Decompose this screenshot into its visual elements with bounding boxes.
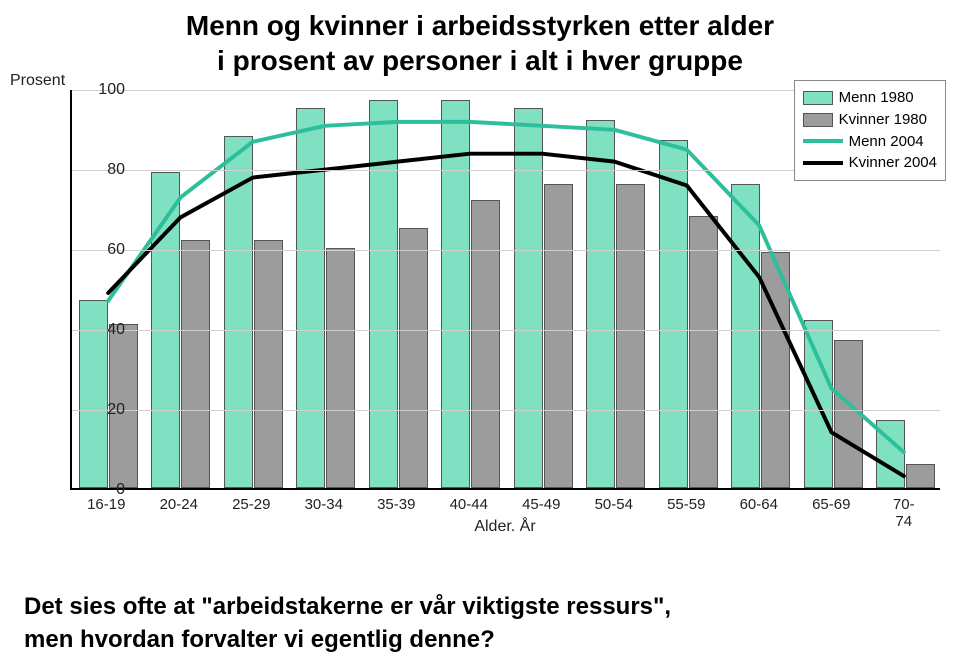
legend-line xyxy=(803,161,843,165)
footer-line-1: Det sies ofte at "arbeidstakerne er vår … xyxy=(24,591,960,623)
gridline xyxy=(72,330,940,331)
x-axis-label: Alder. År xyxy=(474,518,535,536)
chart-title: Menn og kvinner i arbeidsstyrken etter a… xyxy=(0,0,960,78)
footer-text: Det sies ofte at "arbeidstakerne er vår … xyxy=(0,591,960,656)
gridline xyxy=(72,410,940,411)
y-tick-label: 60 xyxy=(107,241,125,259)
y-tick-label: 40 xyxy=(107,321,125,339)
legend-label: Menn 2004 xyxy=(849,131,924,153)
legend-label: Kvinner 1980 xyxy=(839,109,927,131)
y-tick-label: 100 xyxy=(98,81,125,99)
y-axis-label: Prosent xyxy=(10,72,65,90)
legend-swatch xyxy=(803,91,833,105)
title-line-1: Menn og kvinner i arbeidsstyrken etter a… xyxy=(0,8,960,43)
legend-item: Menn 1980 xyxy=(803,87,937,109)
y-tick-label: 20 xyxy=(107,401,125,419)
legend-item: Kvinner 1980 xyxy=(803,109,937,131)
legend: Menn 1980Kvinner 1980Menn 2004Kvinner 20… xyxy=(794,80,946,181)
series-line xyxy=(108,154,904,476)
x-tick-label: 50-54 xyxy=(595,496,633,513)
legend-item: Kvinner 2004 xyxy=(803,152,937,174)
x-tick-label: 55-59 xyxy=(667,496,705,513)
legend-item: Menn 2004 xyxy=(803,131,937,153)
x-tick-label: 30-34 xyxy=(305,496,343,513)
x-tick-label: 20-24 xyxy=(160,496,198,513)
legend-label: Kvinner 2004 xyxy=(849,152,937,174)
x-tick-label: 35-39 xyxy=(377,496,415,513)
series-line xyxy=(108,122,904,452)
footer-line-2: men hvordan forvalter vi egentlig denne? xyxy=(24,624,960,656)
legend-label: Menn 1980 xyxy=(839,87,914,109)
x-tick-label: 65-69 xyxy=(812,496,850,513)
chart: Alder. År Menn 1980Kvinner 1980Menn 2004… xyxy=(70,90,940,530)
x-tick-label: 60-64 xyxy=(740,496,778,513)
x-tick-label: 70-74 xyxy=(886,496,922,530)
legend-swatch xyxy=(803,113,833,127)
x-tick-label: 40-44 xyxy=(450,496,488,513)
x-tick-label: 45-49 xyxy=(522,496,560,513)
gridline xyxy=(72,250,940,251)
title-line-2: i prosent av personer i alt i hver grupp… xyxy=(0,43,960,78)
legend-line xyxy=(803,139,843,143)
x-tick-label: 16-19 xyxy=(87,496,125,513)
x-tick-label: 25-29 xyxy=(232,496,270,513)
y-tick-label: 80 xyxy=(107,161,125,179)
chart-area: Prosent Alder. År Menn 1980Kvinner 1980M… xyxy=(10,90,950,570)
